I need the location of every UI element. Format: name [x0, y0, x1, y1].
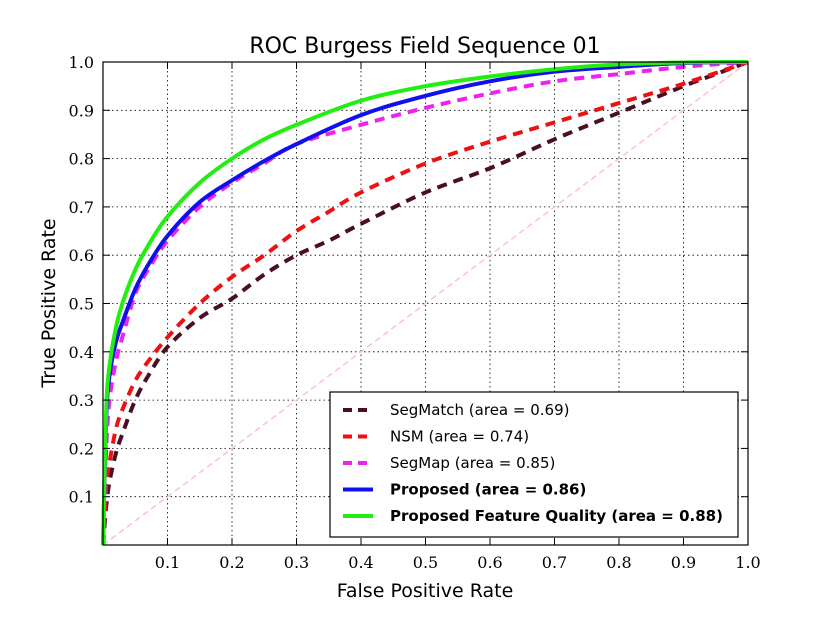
x-tick-label: 0.7: [542, 553, 567, 572]
legend-label: NSM (area = 0.74): [390, 428, 529, 446]
ticks: 0.1 0.2 0.3 0.4 0.5 0.6 0.7 0.8 0.9 1.0 0.1 0.2 0.3 0…: [69, 53, 761, 572]
x-tick-label: 0.5: [413, 553, 438, 572]
x-tick-label: 0.9: [671, 553, 696, 572]
series-line-segmatch: [101, 60, 749, 546]
legend-label: SegMap (area = 0.85): [390, 454, 555, 472]
y-tick-label: 0.5: [69, 295, 94, 314]
legend-label: SegMatch (area = 0.69): [390, 401, 569, 419]
x-tick-label: 0.8: [606, 553, 631, 572]
x-tick-label: 0.6: [477, 553, 502, 572]
y-tick-label: 0.4: [69, 343, 94, 362]
legend-box: [329, 391, 739, 538]
y-tick-label: 0.2: [69, 439, 94, 458]
x-tick-label: 0.1: [155, 553, 180, 572]
chance-reference-line: [102, 61, 749, 546]
y-tick-label: 0.3: [69, 391, 94, 410]
series-layer: [101, 60, 749, 546]
y-tick-label: 1.0: [69, 53, 94, 72]
y-axis-label: True Positive Rate: [38, 218, 60, 388]
series-line-proposed: [101, 60, 749, 546]
y-tick-label: 0.1: [69, 488, 94, 507]
y-tick-label: 0.9: [69, 101, 94, 120]
legend: SegMatch (area = 0.69) NSM (area = 0.74) S…: [329, 391, 739, 538]
chart-title: ROC Burgess Field Sequence 01: [249, 34, 600, 59]
y-tick-label: 0.7: [69, 198, 94, 217]
x-tick-label: 0.2: [219, 553, 244, 572]
series-line-proposed-feature-quality: [101, 60, 749, 546]
y-tick-label: 0.8: [69, 150, 94, 169]
legend-label: Proposed (area = 0.86): [390, 481, 586, 499]
legend-label: Proposed Feature Quality (area = 0.88): [390, 507, 723, 525]
series-line-nsm: [101, 60, 749, 546]
x-axis-label: False Positive Rate: [337, 580, 514, 602]
y-tick-label: 0.6: [69, 246, 94, 265]
x-tick-label: 1.0: [735, 553, 760, 572]
x-tick-label: 0.4: [348, 553, 373, 572]
x-tick-label: 0.3: [284, 553, 309, 572]
